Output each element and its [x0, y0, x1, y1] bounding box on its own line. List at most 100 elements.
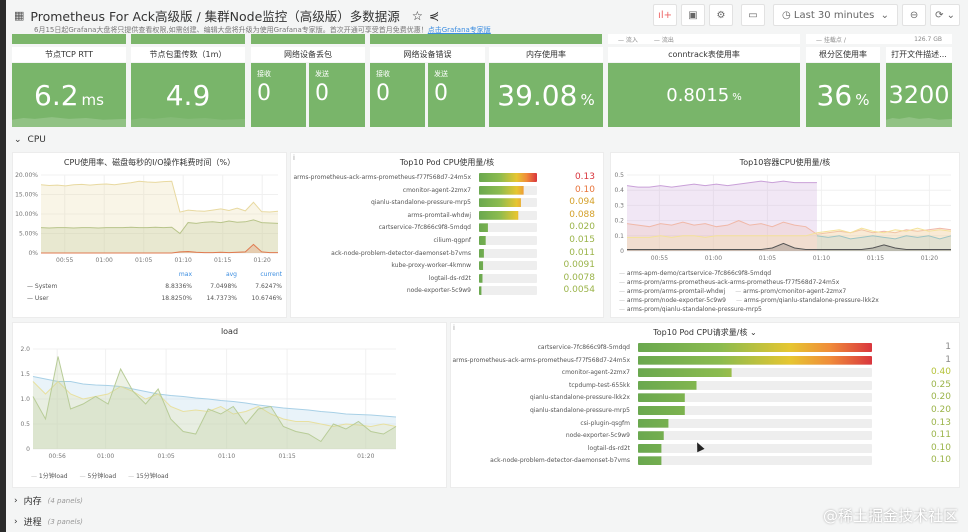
bar-fill: [638, 456, 662, 466]
bar-value: 0.0054: [563, 285, 596, 296]
bar-gauge-row[interactable]: ack-node-problem-detector-daemonset-b7vm…: [291, 248, 603, 260]
bar-track: [479, 210, 537, 220]
load-chart[interactable]: 0 0.5 1.0 1.5 2.0 00:56 01:00 01:05 01:10 01:15 01…: [13, 339, 446, 469]
bar-gauge-row[interactable]: node-exporter-5c9w9 0.0054: [291, 285, 603, 297]
panel-load[interactable]: load 0 0.5 1.0 1.5 2.0 00:56 01:00 01:05 01:10 01…: [12, 322, 447, 488]
bar-track: [479, 223, 537, 233]
stat-tcp-rtt[interactable]: 节点TCP RTT 6.2 ms: [12, 47, 126, 127]
stat-retransmits[interactable]: 节点包重传数（1m） 4.9: [131, 47, 245, 127]
y-tick-label: 0%: [28, 250, 38, 257]
series-line[interactable]: [816, 235, 952, 240]
stat-root-disk[interactable]: 根分区使用率 36%: [806, 47, 880, 127]
notice-link[interactable]: 点击Grafana专家版: [427, 26, 491, 34]
stat-conntrack[interactable]: conntrack表使用率 0.8015%: [608, 47, 800, 127]
header-current[interactable]: current: [260, 271, 282, 278]
series-line[interactable]: [626, 180, 817, 188]
row-process[interactable]: › 进程 (3 panels): [14, 515, 83, 529]
bar-gauge-row[interactable]: cmonitor-agent-2zmx7 0.10: [291, 185, 603, 197]
row-memory[interactable]: › 内存 (4 panels): [14, 494, 83, 508]
save-icon: ▣: [688, 9, 698, 21]
bar-gauge-row[interactable]: logtail-ds-rd2t 0.0078: [291, 273, 603, 285]
stat-memory[interactable]: 内存使用率 39.08%: [489, 47, 603, 127]
bar-gauge-row[interactable]: cartservice-7fc866c9f8-5mdqd 1: [451, 342, 959, 354]
cpu-chart[interactable]: 0% 5.00% 10.00% 15.00% 20.00% 00:55 01:00 01:05…: [13, 169, 286, 267]
settings-button[interactable]: ⚙: [709, 4, 734, 26]
save-button[interactable]: ▣: [681, 4, 706, 26]
header-avg[interactable]: avg: [225, 271, 237, 278]
header-max[interactable]: max: [178, 271, 192, 278]
container-cpu-chart[interactable]: 0 0.1 0.2 0.3 0.4 0.5 00:55 01:00 01:05 01:10 01:1…: [611, 169, 959, 265]
tv-mode-button[interactable]: ▭: [741, 4, 766, 26]
series-line[interactable]: [627, 242, 951, 250]
x-tick-label: 01:00: [96, 257, 113, 264]
bar-gauge-row[interactable]: node-exporter-5c9w9 0.11: [451, 430, 959, 442]
stat-net-errors[interactable]: 网络设备错误 接收 0 发送 0: [370, 47, 485, 127]
legend-item[interactable]: — 5分钟load: [79, 473, 117, 480]
legend-item[interactable]: — arms-prom/node-exporter-5c9w9: [619, 297, 726, 304]
add-panel-button[interactable]: ıl+: [653, 4, 678, 26]
legend-item[interactable]: — arms-apm-demo/cartservice-7fc866c9f8-5…: [619, 270, 772, 277]
bar-gauge-row[interactable]: tcpdump-test-655kk 0.25: [451, 380, 959, 392]
bar-gauge-row[interactable]: arms-prometheus-ack-arms-prometheus-f77f…: [291, 172, 603, 184]
stat-title: 网络设备错误: [370, 47, 485, 62]
y-tick-label: 15.00%: [15, 192, 38, 199]
series-line[interactable]: [41, 243, 278, 254]
bar-gauge-row[interactable]: qianlu-standalone-pressure-mrp5 0.20: [451, 405, 959, 417]
panel-top10-pod-cpu[interactable]: i Top10 Pod CPU使用量/核 arms-prometheus-ack…: [290, 152, 604, 318]
bar-gauge-row[interactable]: csi-plugin-qsgfm 0.13: [451, 418, 959, 430]
legend-item[interactable]: — arms-prom/arms-prometheus-ack-arms-pro…: [619, 279, 840, 286]
row-title: 内存: [23, 497, 42, 507]
legend-item[interactable]: — arms-prom/qianlu-standalone-pressure-m…: [619, 306, 762, 313]
legend-item[interactable]: — arms-prom/cmonitor-agent-2zmx7: [735, 288, 847, 295]
sparkline: [12, 117, 126, 127]
bar-gauge-row[interactable]: cartservice-7fc866c9f8-5mdqd 0.020: [291, 222, 603, 234]
legend-item[interactable]: — arms-prom/qianlu-standalone-pressure-l…: [735, 297, 879, 304]
mount-size: 126.7 GB: [914, 35, 942, 43]
zoom-out-button[interactable]: ⊖: [902, 4, 927, 26]
apps-icon[interactable]: ▦: [14, 8, 25, 22]
bar-gauge-row[interactable]: cilium-qgpnf 0.015: [291, 235, 603, 247]
pod-name: logtail-ds-rd2t: [428, 274, 471, 282]
legend-item[interactable]: — arms-prom/arms-promtail-whdwj: [619, 288, 726, 295]
bar-gauge-row[interactable]: qianlu-standalone-pressure-lkk2x 0.20: [451, 392, 959, 404]
bar-gauge-row[interactable]: ack-node-problem-detector-daemonset-b7vm…: [451, 455, 959, 467]
stat-open-files[interactable]: 打开文件描述... 3200: [886, 47, 952, 127]
time-picker[interactable]: ◷ Last 30 minutes ⌄: [773, 4, 899, 26]
panel-top10-pod-cpu-request[interactable]: i Top10 Pod CPU请求量/核 ⌄ cartservice-7fc86…: [450, 322, 960, 488]
series-line[interactable]: [627, 227, 952, 238]
pod-name: arms-prometheus-ack-arms-prometheus-f77f…: [452, 356, 631, 364]
series-line[interactable]: [32, 356, 397, 443]
bar-gauge-row[interactable]: arms-prometheus-ack-arms-prometheus-f77f…: [451, 355, 959, 367]
legend-row[interactable]: — User 18.8250% 14.7373% 10.6746%: [13, 295, 282, 302]
series-line[interactable]: [40, 219, 279, 235]
chevron-down-icon: ⌄: [14, 135, 22, 145]
stat-title: conntrack表使用率: [608, 47, 800, 62]
stat-net-drop[interactable]: 网络设备丢包 接收 0 发送 0: [251, 47, 365, 127]
bar-gauge-row[interactable]: arms-promtail-whdwj 0.088: [291, 210, 603, 222]
info-icon[interactable]: i: [453, 324, 455, 332]
panel-cpu-usage[interactable]: CPU使用率、磁盘每秒的I/O操作耗费时间（%） 0% 5.00% 10.00% 15…: [12, 152, 287, 318]
bar-gauge-row[interactable]: kube-proxy-worker-4kmnw 0.0091: [291, 260, 603, 272]
share-icon[interactable]: ⋞: [428, 7, 440, 23]
series-line[interactable]: [32, 376, 397, 418]
series-line[interactable]: [32, 380, 397, 428]
panel-title[interactable]: Top10 Pod CPU请求量/核 ⌄: [451, 327, 959, 338]
legend-item[interactable]: — 15分钟load: [128, 473, 169, 480]
series-line[interactable]: [40, 180, 279, 213]
x-tick-label: 01:20: [357, 453, 374, 460]
bar-gauge-row[interactable]: cmonitor-agent-2zmx7 0.40: [451, 367, 959, 379]
stat-sub-send: 发送 0: [428, 63, 485, 127]
bar-gauge-row[interactable]: qianlu-standalone-pressure-mrp5 0.094: [291, 197, 603, 209]
bar-gauge-row[interactable]: logtail-ds-rd2t 0.10: [451, 443, 959, 455]
legend-item[interactable]: — 1分钟load: [31, 473, 68, 480]
panel-top10-container-cpu[interactable]: Top10容器CPU使用量/核 0 0.1 0.2 0.3 0.4 0.5 00:55 01:…: [610, 152, 960, 318]
dashboard-title-text[interactable]: Prometheus For Ack高级版 / 集群Node监控（高级版）多数据…: [30, 8, 400, 24]
info-icon[interactable]: i: [293, 154, 295, 162]
legend-row[interactable]: — System 8.8336% 7.0498% 7.6247%: [13, 283, 282, 290]
row-cpu[interactable]: ⌄ CPU: [14, 135, 46, 145]
star-icon[interactable]: ☆: [411, 7, 423, 23]
series-line[interactable]: [626, 220, 952, 235]
x-tick-label: 01:10: [813, 255, 830, 262]
bar-fill: [479, 198, 521, 208]
refresh-button[interactable]: ⟳ ⌄: [930, 4, 960, 26]
